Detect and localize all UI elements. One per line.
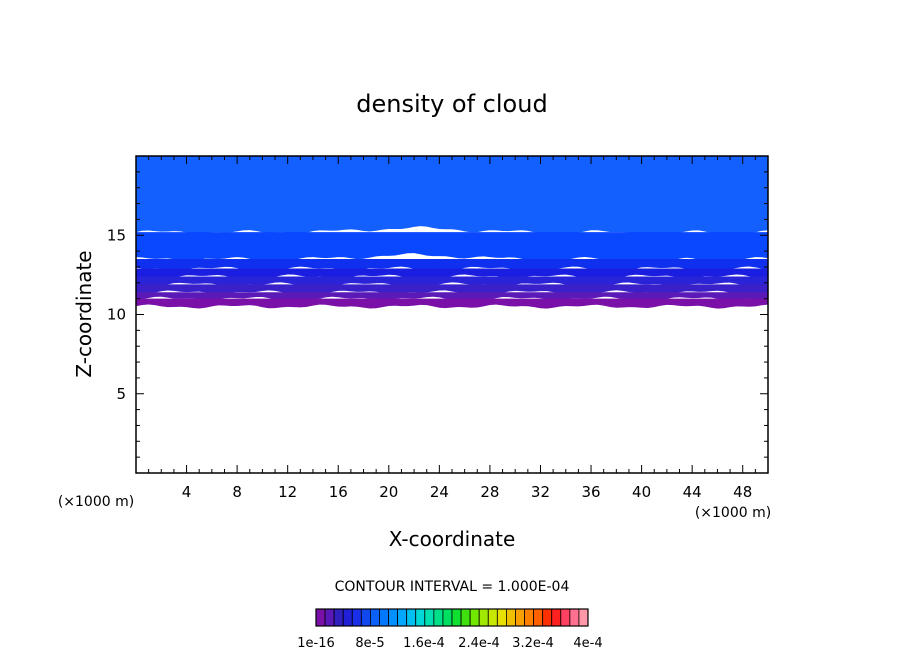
colorbar-label: 1e-16 xyxy=(297,636,335,651)
colorbar-cell xyxy=(469,608,480,627)
y-tick-label: 10 xyxy=(107,306,126,324)
y-tick-label: 5 xyxy=(116,385,126,403)
colorbar-cell xyxy=(379,608,389,627)
chart-title: density of cloud xyxy=(356,90,547,118)
colorbar-cell xyxy=(360,608,371,627)
x-tick-label: 12 xyxy=(278,483,297,501)
colorbar-cell xyxy=(533,608,544,627)
x-tick-label: 20 xyxy=(379,483,398,501)
x-tick-label: 36 xyxy=(581,483,600,501)
contour-band xyxy=(136,298,768,309)
x-axis-unit-right: (×1000 m) xyxy=(695,505,771,521)
colorbar-cell xyxy=(424,608,435,627)
colorbar-frame xyxy=(315,608,589,627)
x-axis-label: X-coordinate xyxy=(389,527,516,551)
contour-band xyxy=(136,232,768,264)
contour-band xyxy=(136,259,768,271)
colorbar-label: 8e-5 xyxy=(355,636,384,651)
colorbar-cell xyxy=(515,608,525,627)
colorbar-cell xyxy=(505,608,516,627)
colorbar-cell xyxy=(551,608,562,627)
x-tick-label: 8 xyxy=(232,483,242,501)
x-axis-unit-left: (×1000 m) xyxy=(58,494,134,510)
contour-band xyxy=(136,276,768,287)
x-tick-label: 48 xyxy=(733,483,752,501)
colorbar-label: 4e-4 xyxy=(573,636,602,651)
y-axis-label: Z-coordinate xyxy=(72,250,96,377)
x-tick-label: 16 xyxy=(329,483,348,501)
colorbar-cell xyxy=(478,608,489,627)
colorbar-cell xyxy=(542,608,553,627)
x-tick-label: 24 xyxy=(430,483,449,501)
colorbar-cell xyxy=(388,608,398,627)
contour-band xyxy=(136,268,768,279)
colorbar-cell xyxy=(406,608,417,627)
colorbar-cell xyxy=(351,608,362,627)
x-tick-label: 28 xyxy=(480,483,499,501)
colorbar-cell xyxy=(342,608,353,627)
x-tick-label: 32 xyxy=(531,483,550,501)
colorbar-cell xyxy=(315,608,326,627)
colorbar-cell xyxy=(578,608,589,627)
colorbar-cell xyxy=(496,608,507,627)
colorbar-cell xyxy=(560,608,571,627)
colorbar-cell xyxy=(324,608,335,627)
x-tick-label: 44 xyxy=(683,483,702,501)
colorbar-cell xyxy=(433,608,444,627)
colorbar-label: 2.4e-4 xyxy=(458,636,500,651)
colorbar-labels: 1e-16 8e-5 1.6e-4 2.4e-4 3.2e-4 4e-4 xyxy=(297,636,602,651)
plot-area xyxy=(136,156,768,309)
contour-band xyxy=(136,284,768,295)
y-tick-label: 15 xyxy=(107,226,126,244)
colorbar-label: 3.2e-4 xyxy=(512,636,554,651)
x-tick-label: 4 xyxy=(182,483,192,501)
contour-interval-label: CONTOUR INTERVAL = 1.000E-04 xyxy=(335,579,570,595)
x-tick-label: 40 xyxy=(632,483,651,501)
colorbar-cell xyxy=(569,608,580,627)
colorbar-cell xyxy=(451,608,462,627)
colorbar-cell xyxy=(333,608,344,627)
colorbar-cell xyxy=(415,608,426,627)
colorbar-cell xyxy=(487,608,498,627)
colorbar xyxy=(315,608,589,627)
colorbar-cell xyxy=(460,608,471,627)
colorbar-cell xyxy=(369,608,380,627)
contour-band xyxy=(136,156,768,239)
colorbar-cell xyxy=(442,608,453,627)
colorbar-cell xyxy=(524,608,534,627)
contour-band xyxy=(136,292,768,301)
colorbar-label: 1.6e-4 xyxy=(403,636,445,651)
colorbar-cell xyxy=(397,608,408,627)
